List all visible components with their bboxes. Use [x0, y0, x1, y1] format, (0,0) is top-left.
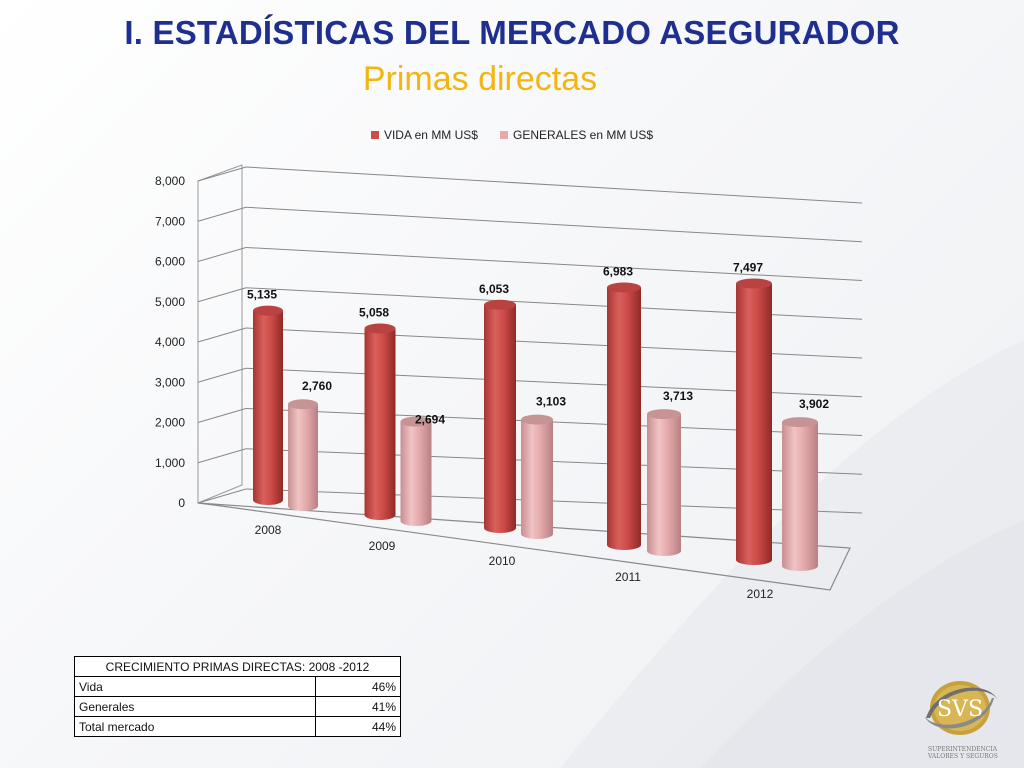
bar-generales — [647, 409, 681, 556]
x-tick-label: 2009 — [369, 539, 396, 553]
logo-caption: SUPERINTENDENCIA VALORES Y SEGUROS — [928, 746, 1008, 760]
bar-vida-data-label: 7,497 — [733, 261, 763, 275]
bar-vida-data-label: 6,983 — [603, 265, 633, 279]
bar-generales — [782, 417, 818, 571]
y-tick-label: 3,000 — [155, 375, 185, 389]
bar-vida-data-label: 6,053 — [479, 282, 509, 296]
gridline-depth — [197, 247, 247, 262]
bar-vida-top — [607, 282, 641, 293]
y-tick-label: 5,000 — [155, 295, 185, 309]
growth-row-label: Generales — [74, 696, 316, 717]
bar-vida — [253, 305, 283, 505]
gridline — [245, 166, 863, 204]
gridline-depth — [197, 206, 247, 222]
legend-label-generales: GENERALES en MM US$ — [512, 128, 654, 142]
bar-generales-body — [288, 404, 318, 511]
x-tick-label: 2012 — [747, 587, 774, 601]
legend-label-vida: VIDA en MM US$ — [383, 128, 478, 142]
growth-table-header-row: CRECIMIENTO PRIMAS DIRECTAS: 2008 -2012 — [74, 656, 401, 677]
legend-swatch-vida — [370, 131, 379, 139]
growth-row-value: 44% — [315, 716, 401, 737]
bar-vida-top — [484, 299, 516, 310]
bar-generales-data-label: 3,713 — [663, 389, 693, 403]
bar-generales-top — [288, 399, 318, 410]
bar-generales — [288, 399, 318, 511]
growth-row-label: Total mercado — [74, 716, 316, 737]
logo-caption-line2: VALORES Y SEGUROS — [928, 753, 998, 760]
gridline — [245, 206, 863, 243]
bar-generales-top — [647, 409, 681, 420]
growth-row-value: 41% — [315, 696, 401, 717]
bar-vida-top — [736, 278, 772, 289]
legend-item-vida: VIDA en MM US$ — [370, 128, 478, 142]
legend-item-generales: GENERALES en MM US$ — [499, 128, 654, 142]
bar-generales-data-label: 2,760 — [302, 379, 332, 393]
bar-chart: 0 1,000 2,000 3,000 4,000 5,000 6,000 7,000 8,00… — [155, 164, 863, 601]
bar-generales-data-label: 2,694 — [415, 413, 445, 427]
bar-vida — [484, 299, 516, 533]
bar-vida-body — [484, 304, 516, 533]
bar-generales-body — [521, 419, 553, 539]
bar-generales-body — [400, 421, 432, 526]
table-row: Generales 41% — [74, 696, 401, 717]
x-tick-label: 2011 — [615, 570, 641, 584]
logo-caption-line1: SUPERINTENDENCIA — [928, 746, 998, 753]
gridline-depth — [197, 166, 247, 182]
x-tick-label: 2010 — [489, 554, 516, 568]
bar-generales-body — [647, 414, 681, 556]
page-subtitle: Primas directas — [362, 60, 598, 98]
bar-generales-top — [521, 414, 553, 425]
bar-generales-data-label: 3,103 — [536, 395, 566, 409]
legend-swatch-generales — [499, 131, 508, 139]
gridline-depth — [197, 488, 247, 504]
bar-generales-data-label: 3,902 — [799, 397, 829, 411]
bar-vida-body — [736, 283, 772, 565]
bar-generales-body — [782, 422, 818, 571]
y-tick-label: 6,000 — [155, 255, 185, 269]
svs-logo: SVS — [924, 681, 998, 735]
y-tick-label: 0 — [178, 496, 185, 510]
y-tick-label: 1,000 — [155, 456, 185, 470]
gridline-depth — [197, 448, 247, 464]
growth-row-label: Vida — [74, 676, 316, 697]
gridline — [245, 247, 863, 281]
gridline-depth — [197, 287, 247, 303]
chart-side-wall — [197, 164, 243, 504]
gridline-depth — [197, 327, 247, 343]
y-tick-label: 4,000 — [155, 335, 185, 349]
bar-vida-body — [364, 328, 396, 520]
bar-generales — [521, 414, 553, 539]
table-row: Total mercado 44% — [74, 716, 401, 737]
bar-vida-body — [253, 310, 283, 505]
growth-table: CRECIMIENTO PRIMAS DIRECTAS: 2008 -2012 … — [74, 656, 401, 737]
chart-legend: VIDA en MM US$ GENERALES en MM US$ — [0, 128, 1024, 142]
page-title: I. ESTADÍSTICAS DEL MERCADO ASEGURADOR — [124, 14, 900, 51]
bar-vida-data-label: 5,058 — [359, 305, 389, 319]
bar-vida-body — [607, 287, 641, 550]
table-row: Vida 46% — [74, 676, 401, 697]
logo-text: SVS — [937, 697, 983, 722]
gridline-depth — [197, 408, 247, 423]
gridline-depth — [197, 367, 247, 383]
bar-vida-data-label: 5,135 — [247, 288, 277, 302]
growth-table-header: CRECIMIENTO PRIMAS DIRECTAS: 2008 -2012 — [74, 656, 401, 677]
bar-vida — [736, 278, 772, 565]
bar-generales-top — [400, 416, 432, 427]
y-tick-label: 8,000 — [155, 174, 185, 188]
y-tick-label: 7,000 — [155, 214, 185, 228]
bar-generales-top — [782, 417, 818, 428]
bar-generales — [400, 416, 432, 526]
y-tick-label: 2,000 — [155, 416, 185, 430]
bar-vida — [607, 282, 641, 550]
bar-vida-top — [253, 305, 283, 316]
bar-vida — [364, 323, 396, 520]
x-tick-label: 2008 — [255, 523, 282, 537]
growth-row-value: 46% — [315, 676, 401, 697]
bar-vida-top — [364, 323, 396, 334]
